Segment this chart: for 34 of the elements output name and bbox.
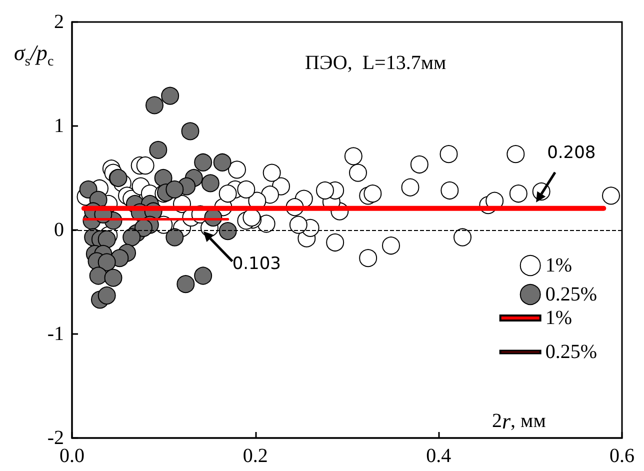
- annotation: 0.208: [547, 142, 596, 163]
- point: [149, 140, 168, 159]
- point: [122, 228, 141, 246]
- point: [104, 268, 122, 287]
- legend-label: 1%: [545, 307, 572, 329]
- y-tick-label: 1: [54, 115, 64, 137]
- point: [146, 96, 164, 114]
- x-tick-label: 0.2: [242, 445, 268, 467]
- x-tick-label: 0.4: [426, 445, 452, 467]
- x-tick-label: 0.6: [610, 445, 634, 467]
- point: [98, 286, 116, 305]
- point: [98, 230, 116, 248]
- legend-label: 0.25%: [545, 341, 598, 363]
- y-tick-label: 2: [54, 11, 64, 33]
- point: [161, 86, 180, 105]
- point: [213, 153, 232, 172]
- y-tick-label: -1: [47, 323, 64, 345]
- point: [176, 275, 195, 294]
- point: [218, 222, 237, 240]
- legend-label: 1%: [545, 254, 572, 276]
- point: [166, 228, 184, 246]
- legend-label: 0.25%: [545, 284, 598, 306]
- point: [89, 266, 108, 285]
- x-axis-title: 2r, мм: [492, 408, 546, 434]
- point: [181, 122, 200, 140]
- point: [194, 266, 212, 285]
- y-tick-label: 0: [54, 219, 64, 241]
- annotation: 0.103: [232, 254, 282, 274]
- point: [201, 174, 220, 192]
- point: [194, 153, 212, 172]
- point: [98, 253, 116, 272]
- y-axis-title: σ$_{s}$/p$_{c}$: [14, 40, 54, 70]
- point: [166, 180, 184, 198]
- text: ПЭО, L=13.7мм: [305, 52, 446, 74]
